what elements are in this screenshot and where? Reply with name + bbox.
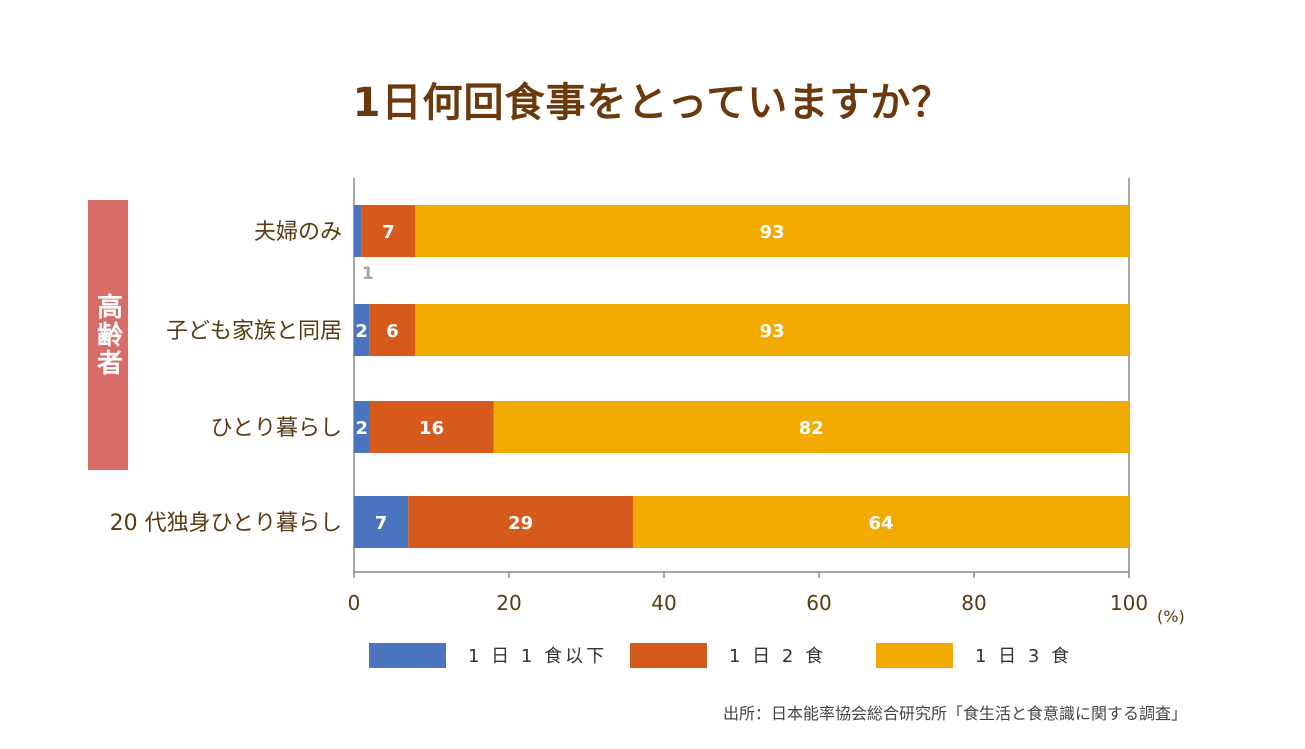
legend-label-three-meals: 1 日 3 食 — [975, 646, 1073, 667]
category-label: 20 代独身ひとり暮らし — [110, 511, 342, 536]
data-label: 6 — [386, 321, 399, 342]
legend-item-one-meal: 1 日 1 食以下 — [369, 642, 607, 668]
bar-segment — [415, 205, 1130, 257]
data-label: 64 — [868, 513, 893, 534]
data-label: 7 — [375, 513, 388, 534]
bar-segment — [369, 304, 416, 356]
group-label: 高齢者 — [92, 293, 123, 377]
x-tick-label: 80 — [961, 591, 986, 615]
bar-segment — [361, 205, 416, 257]
x-tick-label: 0 — [348, 591, 361, 615]
category-label: 夫婦のみ — [254, 220, 342, 245]
bar-segment — [633, 496, 1129, 548]
bar-segment — [369, 401, 494, 453]
bar-segment — [354, 205, 362, 257]
legend-label-one-meal: 1 日 1 食以下 — [468, 646, 608, 667]
data-label: 82 — [799, 418, 824, 439]
data-label: 93 — [760, 222, 785, 243]
bar-segment — [408, 496, 633, 548]
data-label: 2 — [355, 321, 368, 342]
bar-segment — [354, 496, 409, 548]
bar-segment — [354, 304, 370, 356]
x-tick-label: 40 — [651, 591, 676, 615]
x-tick-label: 100 — [1110, 591, 1148, 615]
x-tick-label: 20 — [496, 591, 521, 615]
chart-title: 1日何回食事をとっていますか？ — [352, 80, 953, 126]
group-bracket: 高齢者 — [88, 200, 128, 470]
data-label: 2 — [355, 418, 368, 439]
data-label: 7 — [382, 222, 395, 243]
legend-item-three-meals: 1 日 3 食 — [876, 642, 1072, 668]
bar-segment — [415, 304, 1130, 356]
legend-swatch-three-meals — [876, 642, 953, 668]
legend-label-two-meals: 1 日 2 食 — [729, 646, 827, 667]
category-label: 子ども家族と同居 — [166, 319, 342, 344]
data-label: 29 — [508, 513, 533, 534]
legend-item-two-meals: 1 日 2 食 — [630, 642, 826, 668]
data-label: 93 — [760, 321, 785, 342]
legend-swatch-two-meals — [630, 642, 707, 668]
bar-segment — [354, 401, 370, 453]
legend-swatch-one-meal — [369, 642, 446, 668]
data-label: 1 — [362, 264, 374, 284]
bar-segment — [493, 401, 1129, 453]
x-tick-label: 60 — [806, 591, 831, 615]
data-label: 16 — [419, 418, 444, 439]
source-note: 出所：日本能率協会総合研究所「食生活と食意識に関する調査」 — [722, 704, 1187, 723]
x-unit-label: (%) — [1157, 607, 1185, 626]
category-label: ひとり暮らし — [211, 416, 342, 441]
